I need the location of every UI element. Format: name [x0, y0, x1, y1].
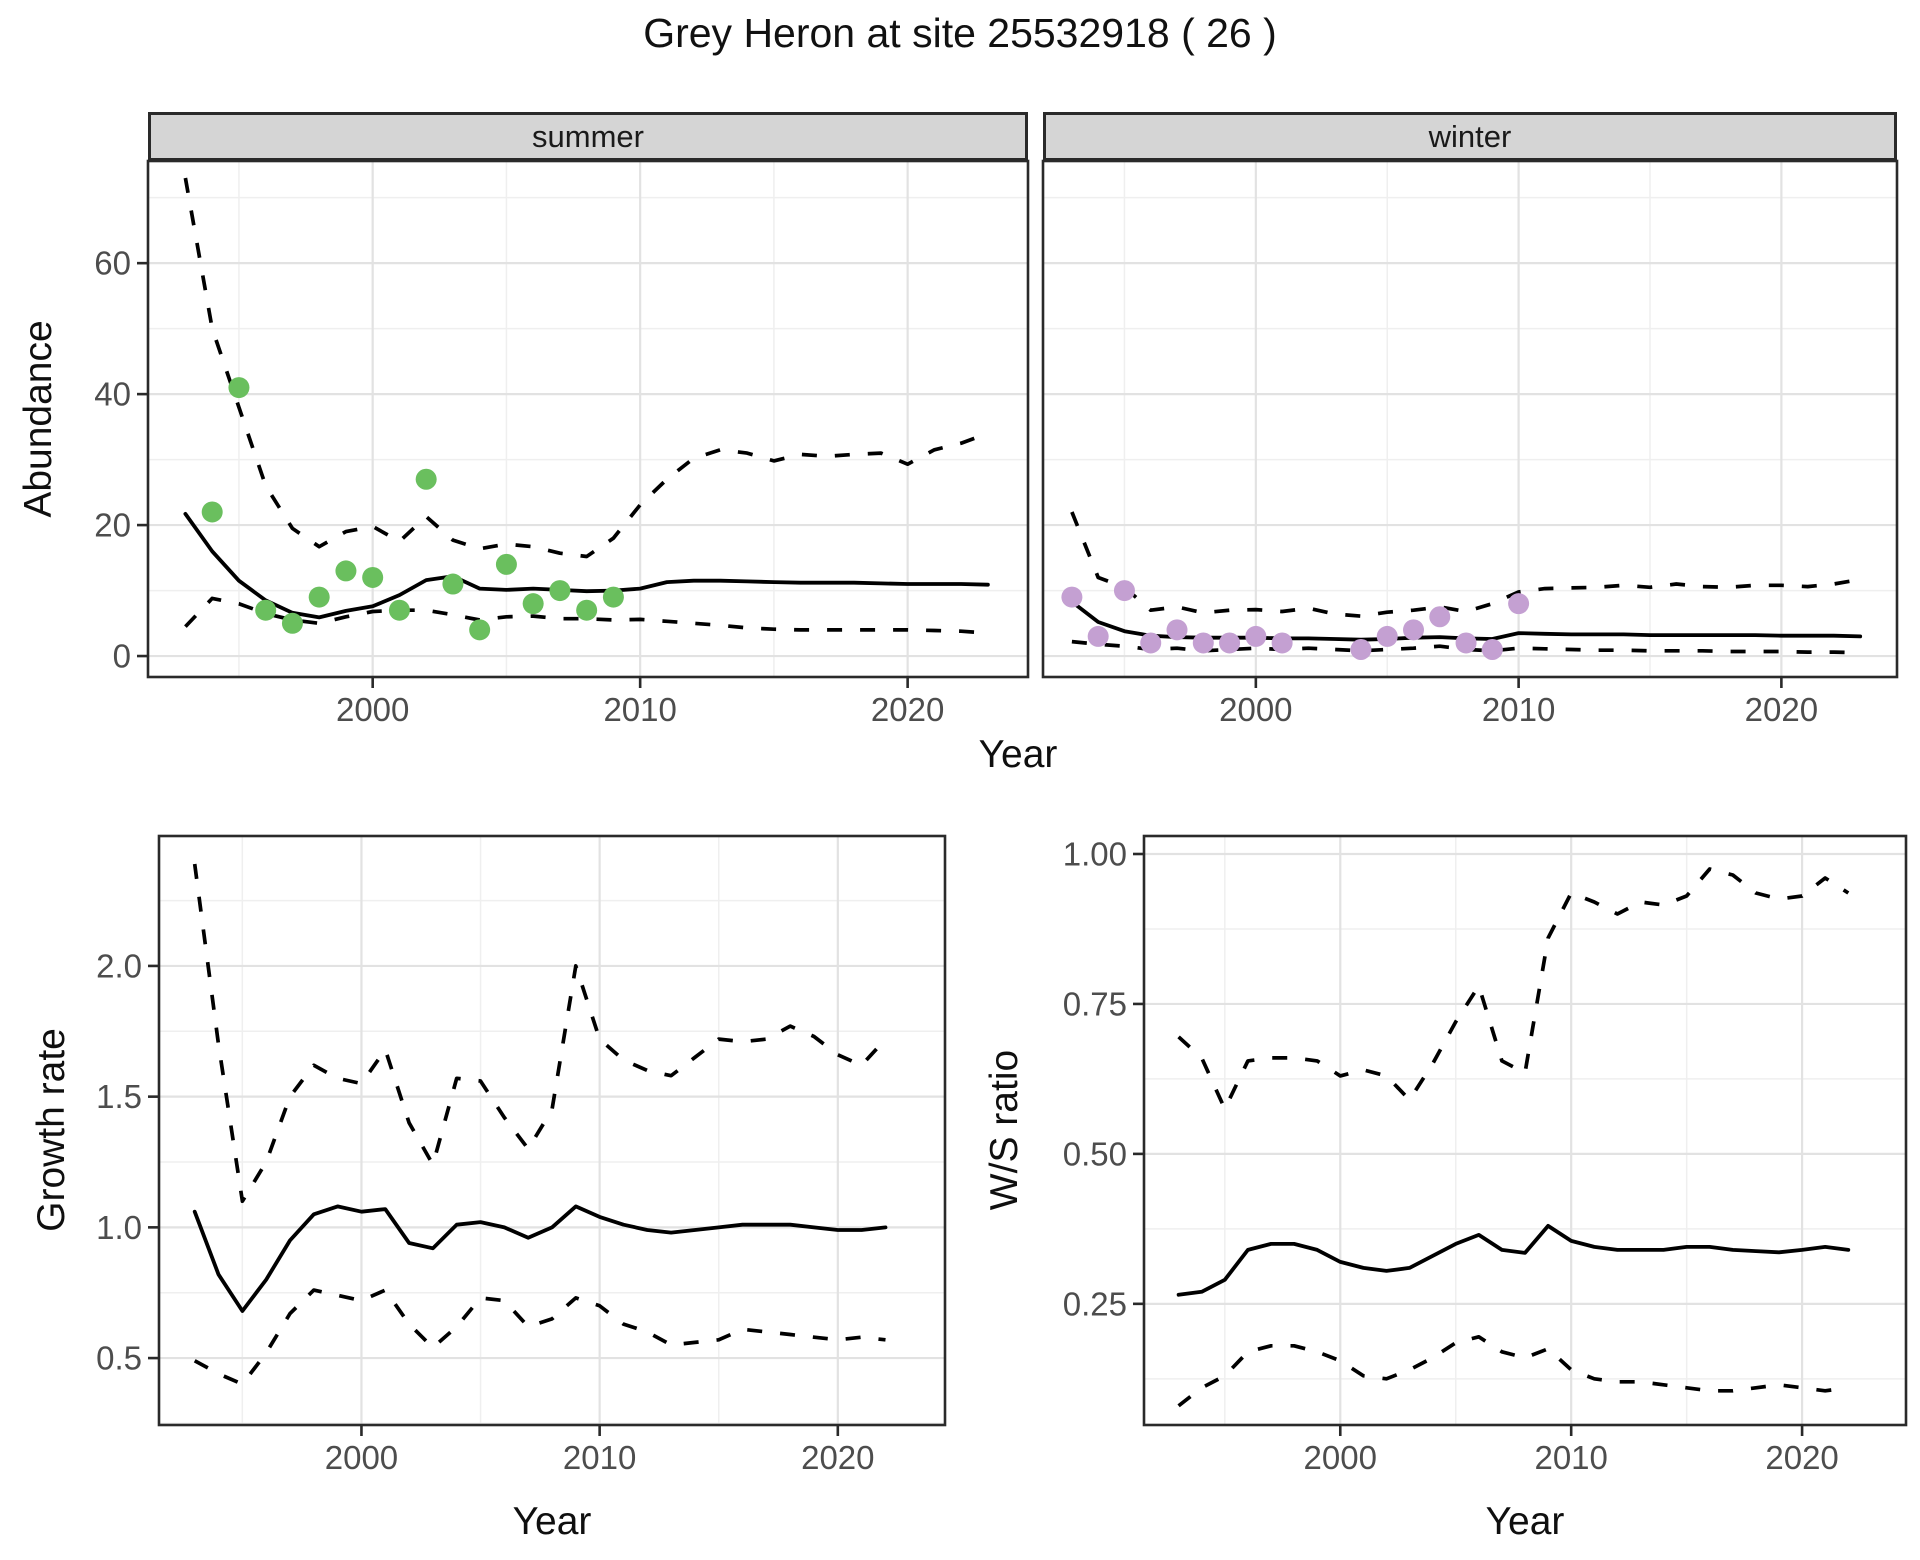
data-point [1508, 593, 1530, 615]
data-point [576, 599, 598, 621]
data-point [1481, 638, 1503, 660]
data-point [602, 586, 624, 608]
y-tick-label: 20 [94, 507, 131, 544]
panel-border [157, 834, 947, 1427]
data-point [522, 593, 544, 615]
y-tick-label: 0 [113, 638, 131, 675]
data-point [201, 501, 223, 523]
abundance-axis-title: Abundance [17, 320, 60, 518]
ci-upper-line [183, 177, 989, 559]
page-title: Grey Heron at site 25532918 ( 26 ) [643, 10, 1277, 56]
data-point [1455, 632, 1477, 654]
x-tick-label: 2000 [1304, 1439, 1377, 1476]
data-point [281, 612, 303, 634]
y-tick-label: 1.0 [96, 1209, 142, 1246]
data-point [1271, 632, 1293, 654]
data-point [549, 580, 571, 602]
panel-background [159, 836, 945, 1425]
panel-ws_ratio: 2000 2010 2020 0.25 0.50 0.75 1.00 [1063, 834, 1908, 1476]
data-point [1429, 606, 1451, 628]
growth-year-axis-title: Year [512, 1500, 592, 1543]
fit-line [183, 512, 990, 620]
top-year-axis-title: Year [978, 733, 1058, 776]
data-point [1245, 625, 1267, 647]
panel-winter: 2000 2010 2020 [1041, 159, 1899, 728]
ci-lower-line [193, 1288, 886, 1387]
y-tick-label: 40 [94, 376, 131, 413]
data-point [1166, 619, 1188, 641]
data-point [1219, 632, 1241, 654]
x-tick-label: 2010 [1534, 1439, 1607, 1476]
panel-border [1041, 159, 1899, 679]
y-tick-label: 2.0 [96, 947, 142, 984]
x-tick-label: 2010 [563, 1439, 636, 1476]
x-tick-label: 2020 [801, 1439, 874, 1476]
fit-line [192, 1204, 888, 1313]
data-point [335, 560, 357, 582]
data-point [442, 573, 464, 595]
data-point [1192, 632, 1214, 654]
panel-summer: 2000 2010 2020 0 20 40 60 [94, 159, 1030, 728]
data-point [1376, 625, 1398, 647]
panel-growth_rate: 2000 2010 2020 0.5 1.0 1.5 2.0 [96, 834, 947, 1476]
ci-lower-line [1177, 1334, 1849, 1408]
data-point [1350, 638, 1372, 660]
panel-background [1144, 836, 1906, 1425]
x-tick-label: 2020 [871, 691, 944, 728]
y-tick-label: 1.00 [1063, 835, 1127, 872]
data-point [469, 619, 491, 641]
data-point [415, 468, 437, 490]
data-point [388, 599, 410, 621]
facet-strip-winter: winter [1043, 112, 1897, 161]
data-point [255, 599, 277, 621]
facet-strip-winter-label: winter [1428, 118, 1512, 154]
x-tick-label: 2020 [1765, 1439, 1838, 1476]
panel-background [1043, 161, 1897, 677]
y-tick-label: 0.75 [1063, 985, 1127, 1022]
data-point [362, 566, 384, 588]
y-tick-label: 0.25 [1063, 1285, 1127, 1322]
data-point [1087, 625, 1109, 647]
data-point [1113, 580, 1135, 602]
ci-upper-line [192, 863, 887, 1204]
x-tick-label: 2010 [1482, 691, 1555, 728]
ci-upper-line [1177, 867, 1850, 1111]
panel-border [1142, 834, 1908, 1427]
data-point [1403, 619, 1425, 641]
y-tick-label: 60 [94, 245, 131, 282]
y-tick-label: 0.50 [1063, 1135, 1127, 1172]
data-point [228, 377, 250, 399]
ws-ratio-axis-title: W/S ratio [983, 1049, 1026, 1211]
x-tick-label: 2000 [1219, 691, 1292, 728]
data-point [1061, 586, 1083, 608]
x-tick-label: 2000 [336, 691, 409, 728]
fit-line [1176, 1224, 1851, 1297]
data-point [308, 586, 330, 608]
x-tick-label: 2000 [325, 1439, 398, 1476]
panel-border [146, 159, 1030, 679]
facet-strip-summer-label: summer [532, 118, 644, 154]
y-tick-label: 1.5 [96, 1078, 142, 1115]
growth-rate-axis-title: Growth rate [30, 1028, 73, 1232]
x-tick-label: 2020 [1745, 691, 1818, 728]
x-tick-label: 2010 [603, 691, 676, 728]
data-point [1140, 632, 1162, 654]
panel-background [148, 161, 1028, 677]
y-tick-label: 0.5 [96, 1340, 142, 1377]
facet-strip-summer: summer [148, 112, 1028, 161]
ws-year-axis-title: Year [1485, 1500, 1565, 1543]
data-point [495, 553, 517, 575]
